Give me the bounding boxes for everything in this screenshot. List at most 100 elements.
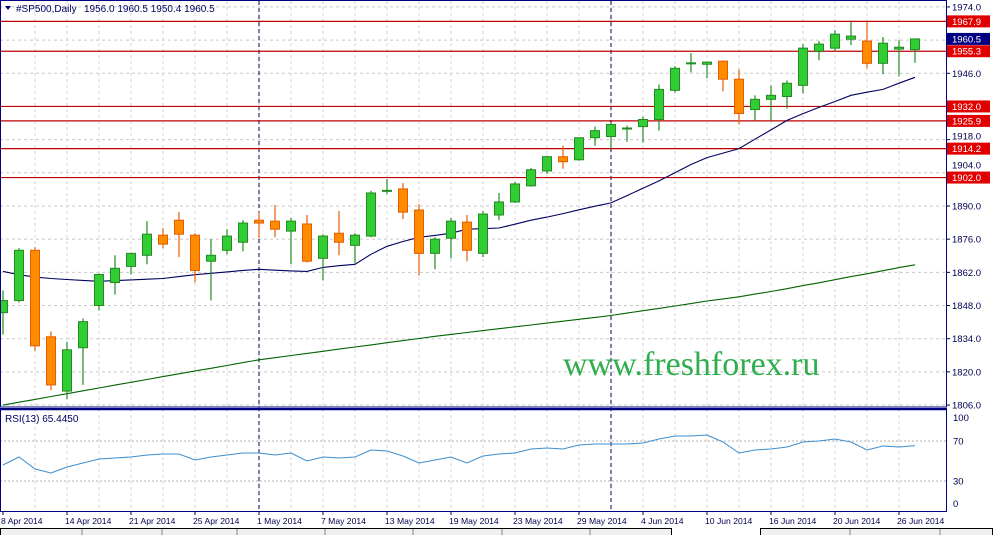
candle[interactable] <box>206 239 216 301</box>
candle-body <box>894 46 904 50</box>
candle[interactable] <box>382 178 392 194</box>
candle[interactable] <box>174 212 184 258</box>
candle[interactable] <box>862 22 872 69</box>
candle[interactable] <box>30 247 40 351</box>
candle[interactable] <box>286 218 296 265</box>
status-bar <box>0 528 993 535</box>
candle-body <box>126 252 136 267</box>
candle[interactable] <box>830 30 840 52</box>
triangle-down-icon[interactable] <box>5 6 11 10</box>
candle[interactable] <box>558 145 568 169</box>
candle-body <box>734 78 744 115</box>
candle[interactable] <box>590 126 600 146</box>
chart-header: #SP500,Daily 1956.0 1960.5 1950.4 1960.5 <box>5 4 215 15</box>
candle[interactable] <box>430 237 440 270</box>
candle-body <box>286 220 296 232</box>
level-price-box <box>947 15 990 28</box>
candle[interactable] <box>110 255 120 295</box>
rsi-tick-label: 30 <box>953 477 964 488</box>
candle[interactable] <box>814 41 824 61</box>
candle-body <box>398 188 408 213</box>
candle[interactable] <box>894 40 904 77</box>
candle[interactable] <box>398 183 408 220</box>
horizontal-levels <box>0 20 946 179</box>
candle[interactable] <box>94 273 104 311</box>
rsi-panel[interactable] <box>2 434 916 474</box>
price-tick-label: 1834.0 <box>952 334 981 345</box>
candle-body <box>414 209 424 254</box>
price-tick-label: 1904.0 <box>952 161 981 172</box>
candle-body <box>638 118 648 128</box>
candle-body <box>254 219 264 224</box>
candle[interactable] <box>366 190 376 238</box>
candle[interactable] <box>766 85 776 121</box>
candle[interactable] <box>910 38 920 63</box>
candle-body <box>30 249 40 347</box>
date-label: 26 Jun 2014 <box>897 516 945 526</box>
candles[interactable] <box>0 22 920 400</box>
candle[interactable] <box>734 69 744 125</box>
ohlc-readout: 1956.0 1960.5 1950.4 1960.5 <box>84 4 215 15</box>
candle[interactable] <box>158 228 168 249</box>
moving-averages <box>2 76 916 406</box>
candle[interactable] <box>654 84 664 131</box>
date-label: 20 Jun 2014 <box>833 516 881 526</box>
date-label: 4 Jun 2014 <box>641 516 684 526</box>
candle[interactable] <box>350 233 360 264</box>
ma-fast-line <box>2 76 916 282</box>
candle[interactable] <box>846 22 856 46</box>
candle[interactable] <box>670 66 680 93</box>
main-panel-frame <box>0 0 947 408</box>
candle[interactable] <box>254 212 264 239</box>
candle[interactable] <box>238 220 248 252</box>
date-label: 13 May 2014 <box>385 516 435 526</box>
price-axis: 1974.0 1946.0 1918.0 1904.0 1890.0 1876.0 1862… <box>946 2 990 510</box>
candle[interactable] <box>686 53 696 73</box>
candle[interactable] <box>142 221 152 265</box>
candle-body <box>174 219 184 235</box>
candle-body <box>14 249 24 302</box>
date-axis: 8 Apr 2014 14 Apr 2014 21 Apr 2014 25 Apr 2… <box>1 511 945 526</box>
date-label: 7 May 2014 <box>321 516 366 526</box>
candle-body <box>478 213 488 254</box>
candle-body <box>190 234 200 271</box>
candle[interactable] <box>462 214 472 262</box>
candle[interactable] <box>190 233 200 283</box>
candle-body <box>622 127 632 130</box>
candle[interactable] <box>878 37 888 75</box>
candle[interactable] <box>574 137 584 161</box>
candle[interactable] <box>126 252 136 275</box>
candle[interactable] <box>638 116 648 143</box>
candle[interactable] <box>542 155 552 174</box>
candle[interactable] <box>446 218 456 259</box>
candle[interactable] <box>750 95 760 121</box>
candle[interactable] <box>78 318 88 385</box>
candle[interactable] <box>718 60 728 92</box>
candle[interactable] <box>414 204 424 276</box>
candle[interactable] <box>606 122 616 149</box>
symbol-timeframe: #SP500,Daily <box>16 4 77 15</box>
ma-slow-line <box>2 264 916 406</box>
candle[interactable] <box>46 331 56 391</box>
candle-body <box>302 223 312 262</box>
candle[interactable] <box>14 248 24 303</box>
price-tick-label: 1974.0 <box>952 2 981 13</box>
candle[interactable] <box>270 205 280 238</box>
candle-body <box>222 235 232 251</box>
candle[interactable] <box>222 229 232 255</box>
candle[interactable] <box>702 61 712 79</box>
candle[interactable] <box>334 210 344 256</box>
candle[interactable] <box>478 210 488 258</box>
candle[interactable] <box>302 214 312 263</box>
candle[interactable] <box>62 341 72 400</box>
candle[interactable] <box>622 125 632 142</box>
candle[interactable] <box>318 234 328 281</box>
candle[interactable] <box>510 181 520 203</box>
candle[interactable] <box>782 80 792 109</box>
candle-body <box>110 267 120 284</box>
candle[interactable] <box>798 44 808 94</box>
candle-body <box>830 33 840 49</box>
candle[interactable] <box>0 290 8 335</box>
candle[interactable] <box>494 192 504 221</box>
candle[interactable] <box>526 167 536 187</box>
